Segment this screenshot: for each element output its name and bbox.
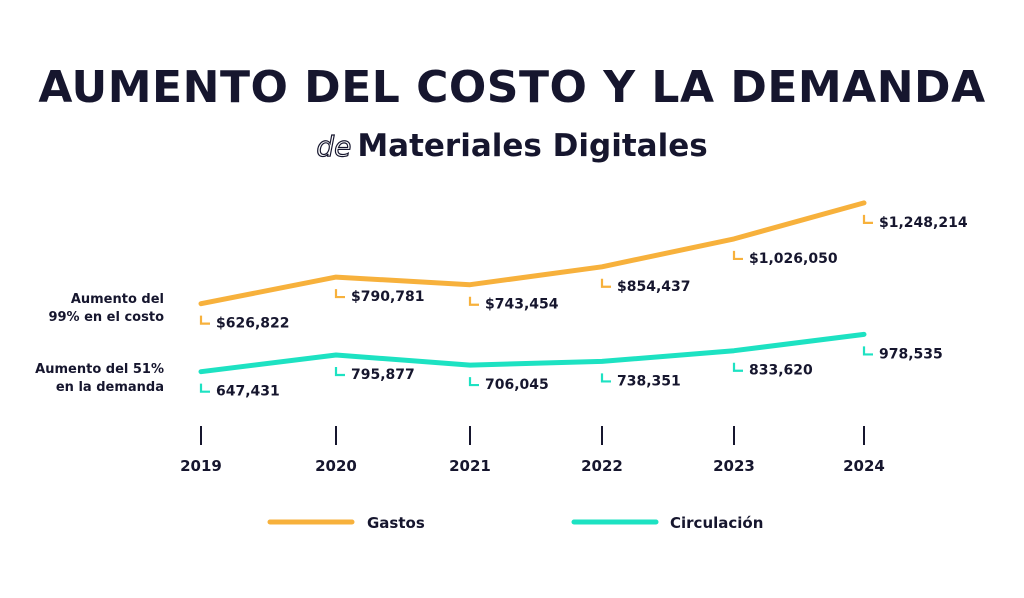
demand-increase-line-2: en la demanda <box>55 380 164 395</box>
data-label: 706,045 <box>485 377 549 393</box>
data-label-marker <box>334 289 345 299</box>
x-tick-label: 2022 <box>581 457 623 475</box>
legend-label: Circulación <box>670 514 763 532</box>
data-label: $743,454 <box>485 297 559 313</box>
x-tick-label: 2024 <box>843 457 885 475</box>
x-tick-label: 2019 <box>180 457 222 475</box>
series-gastos: $626,822 $790,781 $743,454 $854,437 $1,026,0… <box>198 200 968 332</box>
demand-increase-label: Aumento del 51% en la demanda <box>35 361 164 397</box>
data-label: 738,351 <box>617 373 681 389</box>
cost-increase-label: Aumento del 99% en el costo <box>48 291 164 327</box>
chart-title: AUMENTO DEL COSTO Y LA DEMANDA <box>38 62 986 113</box>
data-label-marker <box>732 250 743 261</box>
data-label: 795,877 <box>351 367 415 383</box>
data-label: $1,026,050 <box>749 251 838 267</box>
legend-item-circulacion: Circulación <box>571 514 763 532</box>
data-label: 647,431 <box>216 384 280 400</box>
series-line <box>198 331 867 375</box>
data-label-marker <box>600 373 611 383</box>
data-label: 978,535 <box>879 346 943 362</box>
chart-subtitle: de Materiales Digitales <box>0 128 1024 164</box>
data-label: $1,248,214 <box>879 215 968 231</box>
series-circulacion: 647,431 795,877 706,045 738,351 833,620 978,5… <box>198 331 943 400</box>
data-label: $626,822 <box>216 316 290 332</box>
data-label-marker <box>468 296 479 306</box>
data-label: $854,437 <box>617 279 691 295</box>
cost-increase-line-2: 99% en el costo <box>48 310 164 325</box>
data-label-marker <box>334 366 345 377</box>
legend-item-gastos: Gastos <box>267 514 425 532</box>
data-label-marker <box>862 214 873 225</box>
data-label-marker <box>468 377 479 387</box>
data-label-marker <box>862 346 873 356</box>
data-label-marker <box>732 362 743 372</box>
data-label-marker <box>600 278 611 288</box>
x-tick-label: 2020 <box>315 457 357 475</box>
x-tick-label: 2021 <box>449 457 491 475</box>
cost-increase-line-1: Aumento del <box>70 292 164 307</box>
data-label: 833,620 <box>749 363 813 379</box>
data-label-marker <box>199 383 210 393</box>
subtitle-text: Materiales Digitales <box>357 128 708 164</box>
demand-increase-line-1: Aumento del 51% <box>35 362 164 377</box>
x-tick-label: 2023 <box>713 457 755 475</box>
data-label-marker <box>199 315 210 325</box>
series-line <box>198 200 867 307</box>
subtitle-prefix: de <box>316 129 352 163</box>
data-label: $790,781 <box>351 289 425 305</box>
legend-label: Gastos <box>367 514 425 532</box>
